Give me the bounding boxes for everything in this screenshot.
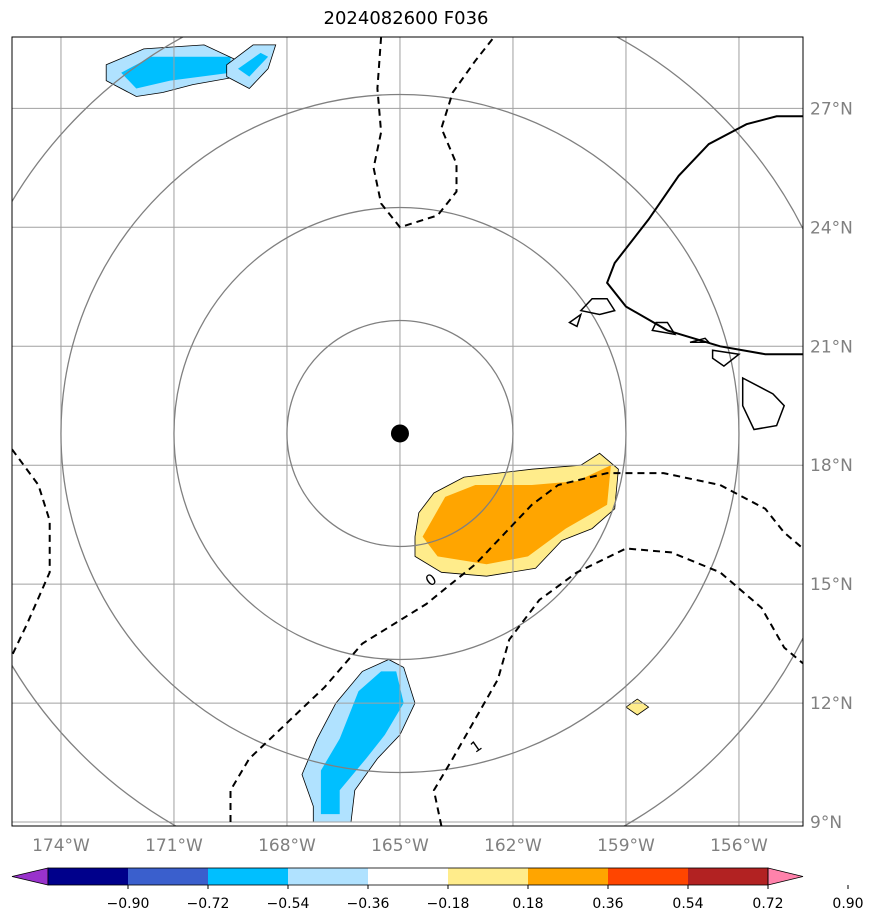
- colorbar-segment: [128, 868, 209, 885]
- colorbar-tick-label: 0.54: [672, 896, 703, 912]
- longitude-tick-labels: 174°W 171°W 168°W 165°W 162°W 159°W 156°W: [32, 836, 768, 856]
- colorbar-tick-label: −0.18: [427, 896, 470, 912]
- colorbar-segment: [48, 868, 129, 885]
- colorbar: −0.90 −0.72 −0.54 −0.36 −0.18 0.18 0.36 0.54 0.7…: [11, 867, 864, 912]
- dashed-contour-line: [432, 547, 803, 826]
- storm-center-marker: [390, 424, 409, 443]
- colorbar-extend-right: [767, 867, 804, 886]
- contour-labels: 01: [422, 570, 485, 757]
- dashed-contour-line: [372, 37, 495, 229]
- range-rings: [12, 37, 803, 826]
- coastline: [741, 376, 786, 431]
- colorbar-tick-label: 0.18: [512, 896, 543, 912]
- colorbar-segment: [368, 868, 449, 885]
- colorbar-tick-label: 0.90: [832, 896, 863, 912]
- lat-tick-label: 12°N: [810, 694, 853, 714]
- latitude-tick-labels: 9°N 12°N 15°N 18°N 21°N 24°N 27°N: [810, 99, 853, 833]
- range-ring: [173, 206, 627, 661]
- lon-tick-label: 162°W: [484, 836, 542, 856]
- range-ring: [12, 37, 803, 826]
- lon-tick-label: 156°W: [710, 836, 768, 856]
- colorbar-tick-label: 0.72: [752, 896, 783, 912]
- lat-tick-label: 27°N: [810, 99, 853, 119]
- coastline: [711, 349, 741, 368]
- lon-tick-label: 171°W: [145, 836, 203, 856]
- map-plot-area: 01: [12, 37, 803, 826]
- lon-tick-label: 168°W: [258, 836, 316, 856]
- range-ring: [60, 93, 740, 774]
- fill-region-blue-north-outline: [226, 44, 277, 89]
- colorbar-segment: [288, 868, 369, 885]
- fill-region-blue-south-inner: [320, 671, 404, 815]
- fill-region-blue-northwest-inner: [121, 56, 231, 89]
- chart-title: 2024082600 F036: [323, 8, 489, 29]
- colorbar-segment: [448, 868, 529, 885]
- lon-tick-label: 165°W: [371, 836, 429, 856]
- colorbar-frame: [47, 867, 769, 886]
- range-ring: [286, 319, 514, 548]
- lon-tick-label: 174°W: [32, 836, 90, 856]
- lat-tick-label: 24°N: [810, 218, 853, 238]
- coastline: [651, 321, 677, 336]
- coastline: [689, 337, 711, 344]
- fill-region-yellow-small-outer: [626, 699, 649, 715]
- colorbar-extend-left: [11, 867, 49, 886]
- lat-tick-label: 15°N: [810, 575, 853, 595]
- fill-region-blue-south-outline: [301, 659, 416, 823]
- contour-label: 0: [422, 570, 440, 590]
- dashed-contour-line: [12, 448, 51, 656]
- dashed-contours: [12, 37, 803, 826]
- filled-contours: [105, 44, 650, 823]
- lon-tick-label: 159°W: [597, 836, 655, 856]
- colorbar-tick-label: −0.54: [267, 896, 310, 912]
- colorbar-tick-label: −0.90: [107, 896, 150, 912]
- lat-tick-label: 18°N: [810, 456, 853, 476]
- map-frame: [11, 36, 804, 827]
- coastlines: [568, 115, 803, 431]
- colorbar-tick-label: 0.36: [592, 896, 623, 912]
- contour-label: 1: [467, 736, 485, 756]
- fill-region-orange-east-inner: [422, 465, 611, 565]
- coastline: [605, 115, 803, 356]
- colorbar-segment: [208, 868, 289, 885]
- colorbar-tick-label: −0.72: [187, 896, 230, 912]
- lat-tick-label: 9°N: [810, 813, 842, 833]
- fill-region-yellow-small-outline: [625, 698, 650, 716]
- colorbar-tick-label: −0.36: [347, 896, 390, 912]
- dashed-contour-line: [229, 472, 803, 822]
- colorbar-segment: [608, 868, 689, 885]
- colorbar-segment: [528, 868, 609, 885]
- coastline: [579, 297, 616, 316]
- coastline: [568, 312, 583, 328]
- colorbar-segment: [688, 868, 769, 885]
- lat-tick-label: 21°N: [810, 337, 853, 357]
- fill-region-blue-north-inner: [238, 52, 269, 77]
